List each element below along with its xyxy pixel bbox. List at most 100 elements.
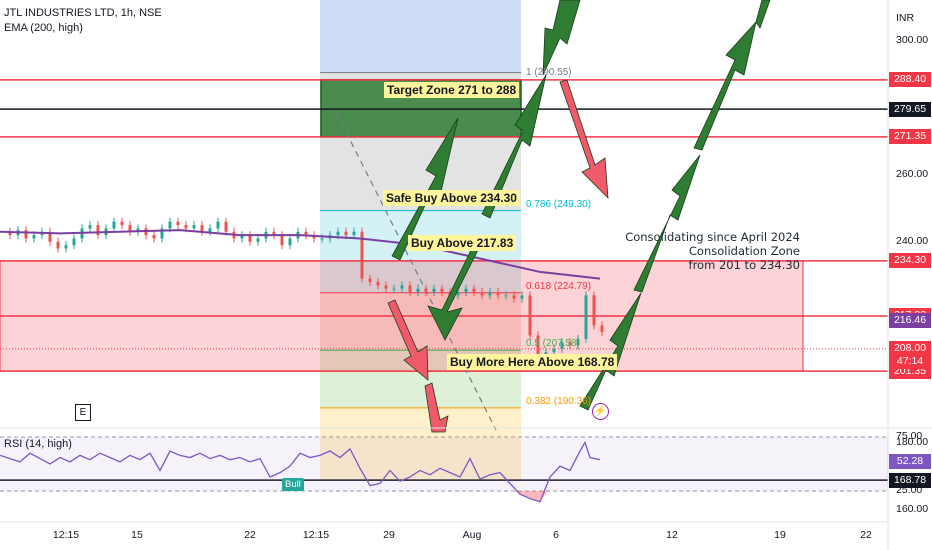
flash-icon[interactable]: ⚡ (592, 403, 609, 420)
candle-body-28 (224, 221, 228, 232)
candle-body-20 (160, 228, 164, 239)
candle-body-71 (568, 342, 572, 346)
x-tick-4: 29 (383, 529, 395, 541)
level-badge-0: 288.40 (889, 72, 931, 88)
target-zone-note: Target Zone 271 to 288 (384, 82, 520, 98)
x-tick-0: 12:15 (52, 529, 80, 541)
candle-body-40 (320, 238, 324, 240)
candle-body-19 (152, 235, 156, 239)
candle-body-22 (176, 221, 180, 226)
candle-body-47 (376, 281, 380, 286)
price-badge-0: 216.46 (889, 313, 931, 329)
candle-body-45 (360, 231, 364, 279)
candle-body-25 (200, 225, 204, 232)
candle-body-52 (416, 288, 420, 292)
level-badge-6: 168.78 (889, 472, 931, 488)
ema-legend: EMA (200, high) (4, 22, 83, 34)
candle-body-15 (120, 221, 124, 226)
candle-body-53 (424, 288, 428, 292)
x-tick-1: 15 (131, 529, 143, 541)
consolidation-line-2: Consolidation Zone (688, 244, 800, 258)
candle-body-12 (96, 225, 100, 236)
candle-body-59 (472, 288, 476, 292)
candle-body-48 (384, 285, 388, 289)
candle-body-31 (248, 235, 252, 242)
chart-legend: JTL INDUSTRIES LTD, 1h, NSE EMA (200, hi… (4, 6, 162, 36)
arrow-red-1 (559, 79, 609, 200)
candle-body-24 (192, 225, 196, 229)
candle-body-34 (272, 231, 276, 236)
candle-body-8 (64, 245, 68, 249)
consolidation-note: Consolidating since April 2024 Consolida… (620, 230, 800, 272)
fib-zone-top (320, 0, 521, 73)
candle-body-1 (8, 231, 12, 236)
candle-body-32 (256, 238, 260, 242)
candle-body-7 (56, 241, 60, 249)
y-tick-0: 300.00 (896, 34, 929, 46)
level-badge-3: 234.30 (889, 253, 931, 269)
fib-diagonal (335, 111, 497, 431)
candle-body-60 (480, 291, 484, 296)
candle-body-44 (352, 231, 356, 236)
candle-body-51 (408, 285, 412, 292)
candle-body-21 (168, 221, 172, 229)
candle-body-69 (552, 348, 556, 353)
y-tick-1: 260.00 (896, 167, 929, 180)
candle-body-49 (392, 288, 396, 290)
rsi-band (0, 437, 888, 491)
candle-body-50 (400, 285, 404, 289)
arrow-red-2 (387, 299, 429, 381)
price-badge-1: 208.00 (889, 341, 931, 357)
candle-body-4 (32, 235, 36, 239)
buy-more-note: Buy More Here Above 168.78 (447, 354, 618, 370)
candle-body-6 (48, 231, 52, 242)
safe-buy-note: Safe Buy Above 234.30 (383, 190, 520, 206)
y-tick-2: 240.00 (896, 234, 929, 247)
candle-body-17 (136, 228, 140, 232)
rsi-tick-0: 75.00 (896, 430, 923, 442)
fib-zone-5 (320, 407, 521, 481)
rsi-line (0, 440, 601, 503)
candle-body-14 (112, 221, 116, 229)
candle-body-75 (600, 325, 604, 333)
candle-body-54 (432, 288, 436, 292)
candle-body-3 (24, 230, 28, 239)
fib-label-1: 0.786 (249.30) (526, 198, 592, 210)
earnings-marker[interactable]: E (75, 404, 91, 421)
level-badge-2: 271.35 (889, 129, 931, 145)
y-tick-3: 180.00 (896, 435, 929, 448)
arrow-green-8 (755, 0, 771, 29)
rsi-oversold-fill (515, 491, 548, 502)
fib-label-0: 1 (290.55) (526, 66, 572, 78)
x-tick-5: Aug (462, 529, 482, 541)
rsi-legend: RSI (14, high) (4, 438, 72, 450)
candle-body-11 (88, 225, 92, 229)
ema-line (0, 229, 601, 280)
candle-body-62 (496, 291, 500, 296)
arrow-green-6 (633, 154, 701, 293)
arrow-green-4 (542, 0, 581, 76)
candle-body-70 (560, 342, 564, 349)
x-tick-3: 12:15 (302, 529, 330, 541)
arrow-green-7 (693, 20, 757, 151)
candle-body-16 (128, 225, 132, 232)
arrow-red-3 (424, 382, 449, 433)
arrow-green-5 (579, 292, 642, 411)
candle-body-72 (576, 338, 580, 346)
candle-body-55 (440, 288, 444, 292)
rsi-tick-1: 25.00 (896, 484, 923, 496)
candle-body-23 (184, 225, 188, 229)
candle-body-64 (512, 295, 516, 299)
candle-body-26 (208, 228, 212, 232)
consolidation-line-3: from 201 to 234.30 (688, 258, 800, 272)
fib-label-4: 0.382 (190.36) (526, 395, 592, 407)
candle-body-73 (584, 295, 588, 339)
consolidation-line-1: Consolidating since April 2024 (625, 230, 800, 244)
y-tick-4: 160.00 (896, 502, 929, 515)
candle-body-74 (592, 295, 596, 326)
candle-body-63 (504, 295, 508, 297)
candle-body-61 (488, 291, 492, 296)
x-tick-9: 22 (860, 529, 872, 541)
candle-body-58 (464, 288, 468, 292)
buy-above-note: Buy Above 217.83 (408, 235, 517, 251)
